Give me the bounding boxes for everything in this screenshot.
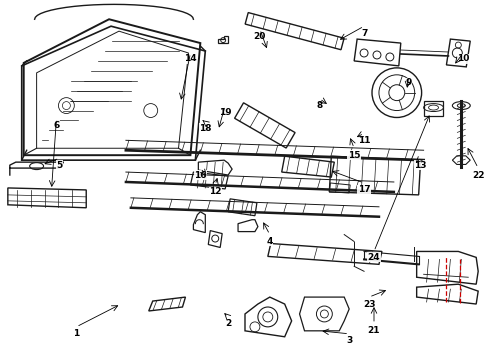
Text: 14: 14 — [183, 54, 196, 63]
Text: 23: 23 — [362, 300, 374, 309]
Text: 19: 19 — [219, 108, 231, 117]
Text: 24: 24 — [367, 253, 380, 262]
Text: 16: 16 — [194, 171, 206, 180]
Text: 13: 13 — [413, 161, 426, 170]
Text: 3: 3 — [346, 336, 351, 345]
Text: 18: 18 — [199, 124, 211, 133]
Text: 1: 1 — [73, 329, 79, 338]
Text: 20: 20 — [253, 32, 265, 41]
Text: 10: 10 — [456, 54, 468, 63]
Text: 2: 2 — [224, 319, 231, 328]
Text: 21: 21 — [367, 326, 380, 335]
Text: 6: 6 — [53, 121, 60, 130]
Text: 12: 12 — [208, 188, 221, 197]
Text: 22: 22 — [471, 171, 484, 180]
Text: 5: 5 — [56, 161, 62, 170]
Text: 15: 15 — [347, 151, 360, 160]
Text: 17: 17 — [357, 185, 369, 194]
Text: 4: 4 — [266, 237, 272, 246]
Text: 8: 8 — [316, 101, 322, 110]
Text: 7: 7 — [360, 29, 366, 38]
Text: 11: 11 — [357, 136, 369, 145]
Text: 9: 9 — [405, 78, 411, 87]
